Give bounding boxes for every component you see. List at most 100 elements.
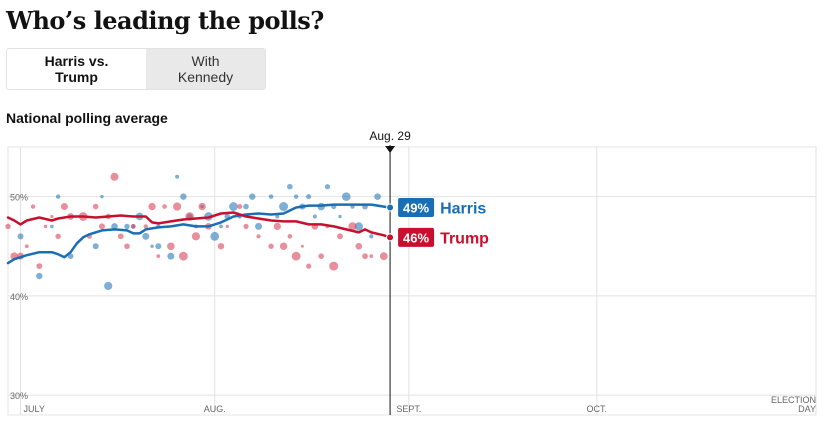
poll-dot-harris (279, 202, 289, 212)
with-kennedy-tab[interactable]: With Kennedy (146, 49, 265, 89)
poll-dot-trump (36, 263, 43, 270)
poll-dot-trump (256, 234, 261, 239)
harris-end-dot (386, 203, 395, 212)
poll-dot-trump (98, 223, 105, 230)
poll-dot-harris (55, 194, 61, 199)
poll-dot-trump (148, 202, 156, 211)
poll-dot-trump (191, 232, 201, 241)
y-tick-label: 50% (10, 193, 28, 203)
trump-end-dot (386, 233, 395, 242)
poll-dot-harris (306, 194, 312, 200)
poll-dot-trump (337, 233, 343, 240)
end-labels: 49% Harris 46% Trump (386, 198, 489, 247)
poll-dot-trump (117, 233, 124, 240)
poll-dot-harris (210, 231, 220, 241)
poll-dot-trump (130, 224, 136, 229)
poll-dot-trump (237, 204, 243, 210)
poll-dot-harris (354, 222, 363, 231)
x-tick-label: OCT. (587, 404, 608, 414)
poll-dot-harris (219, 224, 223, 229)
poll-dot-harris (312, 214, 317, 219)
harris-name-label: Harris (440, 201, 486, 218)
poll-dot-trump (50, 214, 54, 219)
poll-dot-trump (243, 223, 249, 230)
poll-dot-trump (124, 243, 130, 250)
plot-frame (7, 146, 817, 416)
poll-dot-trump (379, 252, 388, 261)
poll-dot-harris (293, 194, 299, 199)
poll-dot-harris (150, 244, 154, 248)
poll-dot-trump (306, 263, 312, 269)
poll-dot-trump (43, 224, 48, 229)
poll-dot-harris (338, 214, 342, 219)
poll-dot-trump (110, 172, 119, 181)
x-tick-label: JULY (24, 404, 45, 414)
poll-dot-trump (217, 243, 225, 250)
poll-dot-trump (225, 224, 229, 229)
poll-dot-harris (180, 193, 187, 200)
poll-dot-harris (229, 202, 238, 211)
trump-name-label: Trump (440, 230, 489, 247)
poll-dot-trump (355, 242, 363, 250)
poll-dot-harris (249, 193, 256, 200)
y-tick-label: 30% (10, 391, 28, 401)
poll-dot-harris (341, 192, 351, 201)
poll-dot-trump (30, 204, 36, 209)
poll-dot-harris (374, 193, 381, 200)
harris-percent: 49% (403, 201, 429, 216)
harris-percent-badge (398, 198, 435, 218)
poll-dot-trump (318, 253, 324, 259)
current-date-marker: Aug. 29 (369, 129, 411, 415)
poll-dot-trump (173, 202, 182, 211)
poll-dot-trump (60, 203, 68, 211)
poll-dot-trump (143, 224, 148, 229)
chart-subtitle: National polling average (6, 110, 168, 126)
poll-dot-harris (324, 184, 331, 190)
poll-dot-harris (275, 214, 280, 219)
page-title: Who’s leading the polls? (6, 6, 324, 35)
current-date-triangle (385, 146, 396, 153)
poll-dot-harris (36, 272, 43, 280)
poll-dot-harris (104, 281, 113, 291)
poll-dot-harris (369, 234, 374, 239)
average-lines (6, 203, 392, 265)
poll-dot-harris (155, 243, 162, 250)
poll-dot-trump (5, 223, 11, 230)
race-toggle: Harris vs. Trump With Kennedy (6, 48, 266, 90)
poll-dot-trump (287, 234, 293, 239)
poll-dot-trump (348, 222, 357, 231)
harris-vs-trump-tab[interactable]: Harris vs. Trump (7, 49, 146, 89)
poll-dot-trump (55, 233, 61, 240)
poll-dot-harris (167, 252, 175, 260)
trump-average-line (6, 211, 392, 239)
poll-dot-trump (24, 244, 29, 249)
poll-dot-trump (273, 222, 281, 231)
poll-dot-harris (92, 243, 99, 250)
harris-average-line (6, 203, 392, 265)
y-axis-labels: 30% 40% 50% (10, 193, 28, 402)
poll-dot-harris (100, 194, 104, 199)
chart-grid (7, 146, 817, 416)
poll-dot-harris (124, 223, 130, 230)
poll-dot-harris (255, 222, 263, 230)
poll-dot-harris (50, 224, 54, 229)
poll-dots (5, 172, 388, 291)
poll-dot-trump (268, 243, 274, 249)
poll-dot-trump (291, 251, 301, 261)
trump-percent-badge (398, 227, 435, 247)
poll-dot-harris (268, 194, 274, 199)
poll-dot-harris (111, 223, 118, 230)
poll-dot-trump (178, 251, 188, 261)
poll-dot-trump (300, 244, 304, 248)
x-tick-label: ELECTION (771, 395, 816, 405)
poll-dot-harris (175, 174, 180, 179)
current-date-label: Aug. 29 (369, 129, 411, 143)
poll-dot-harris (142, 232, 150, 240)
y-tick-label: 40% (10, 292, 28, 302)
x-tick-label: SEPT. (396, 404, 421, 414)
trump-percent: 46% (403, 230, 429, 245)
poll-dot-trump (362, 253, 368, 260)
poll-dot-trump (167, 242, 175, 251)
